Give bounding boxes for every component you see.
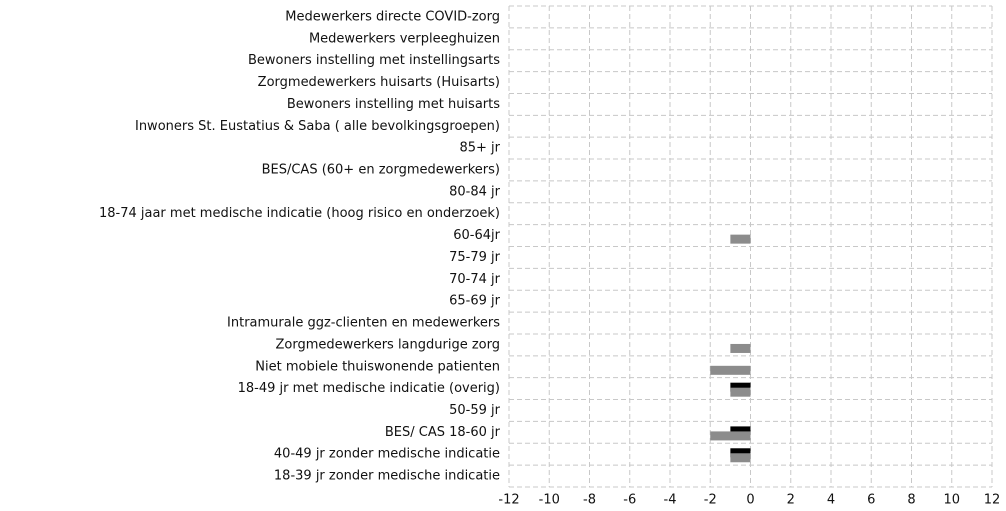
- bar: [730, 453, 751, 463]
- y-tick-label: Niet mobiele thuiswonende patienten: [255, 359, 500, 374]
- x-tick-label: 4: [827, 493, 835, 508]
- x-tick-label: 2: [787, 493, 795, 508]
- bar: [730, 382, 751, 392]
- x-tick-label: -6: [623, 493, 636, 508]
- x-tick-label: 12: [984, 493, 1001, 508]
- x-tick-label: 0: [746, 493, 754, 508]
- bar: [730, 426, 751, 436]
- x-tick-label: -10: [539, 493, 560, 508]
- y-tick-label: 70-74 jr: [449, 272, 501, 287]
- bar: [730, 448, 751, 458]
- y-tick-label: 75-79 jr: [449, 250, 501, 265]
- x-tick-label: -2: [704, 493, 717, 508]
- y-tick-label: Bewoners instelling met huisarts: [287, 97, 500, 112]
- y-tick-label: 85+ jr: [459, 141, 500, 156]
- x-tick-label: 6: [867, 493, 875, 508]
- bar: [710, 431, 751, 441]
- y-tick-label: 50-59 jr: [449, 403, 501, 418]
- y-tick-label: 18-49 jr met medische indicatie (overig): [238, 381, 500, 396]
- y-tick-label: Medewerkers verpleeghuizen: [309, 31, 500, 46]
- x-tick-label: -12: [498, 493, 519, 508]
- bar: [730, 387, 751, 397]
- y-tick-label: Medewerkers directe COVID-zorg: [285, 9, 500, 24]
- y-tick-label: BES/CAS (60+ en zorgmedewerkers): [262, 162, 500, 177]
- y-tick-label: 80-84 jr: [449, 184, 501, 199]
- y-tick-label: Zorgmedewerkers langdurige zorg: [276, 337, 500, 352]
- bar: [730, 234, 751, 244]
- y-tick-label: 60-64jr: [453, 228, 500, 243]
- x-tick-label: 10: [943, 493, 960, 508]
- y-tick-label: 40-49 jr zonder medische indicatie: [274, 447, 500, 462]
- y-tick-label: BES/ CAS 18-60 jr: [385, 425, 501, 440]
- x-tick-label: -8: [583, 493, 596, 508]
- y-tick-label: Bewoners instelling met instellingsarts: [248, 53, 500, 68]
- bar: [730, 343, 751, 353]
- y-tick-label: Zorgmedewerkers huisarts (Huisarts): [258, 75, 500, 90]
- x-tick-label: -4: [664, 493, 677, 508]
- x-tick-label: 8: [907, 493, 915, 508]
- y-tick-label: 65-69 jr: [449, 294, 501, 309]
- y-tick-label: 18-74 jaar met medische indicatie (hoog …: [99, 206, 500, 221]
- y-tick-label: Intramurale ggz-clienten en medewerkers: [227, 316, 500, 331]
- y-tick-label: 18-39 jr zonder medische indicatie: [274, 469, 500, 484]
- bar: [710, 365, 751, 375]
- y-tick-label: Inwoners St. Eustatius & Saba ( alle bev…: [135, 119, 500, 134]
